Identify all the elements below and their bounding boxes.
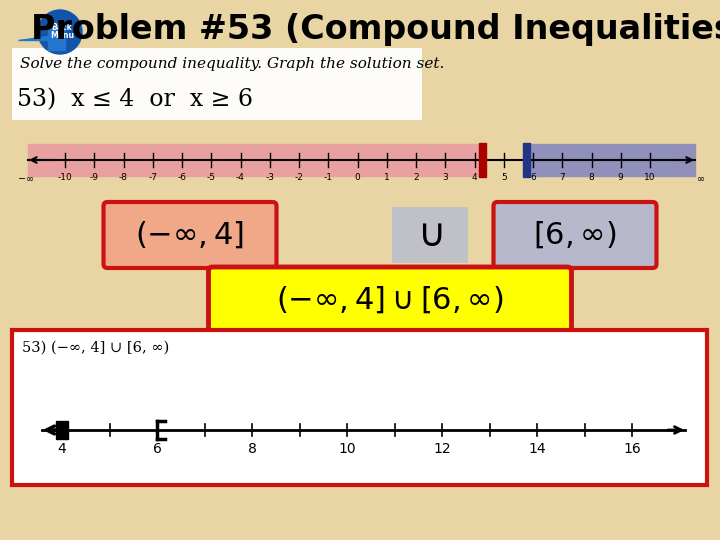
Bar: [479, 143, 485, 177]
Text: 6: 6: [530, 173, 536, 182]
Bar: [12, 330, 707, 485]
Text: 10: 10: [338, 442, 356, 456]
Text: -2: -2: [294, 173, 303, 182]
Text: 53)  x ≤ 4  or  x ≥ 6: 53) x ≤ 4 or x ≥ 6: [17, 89, 253, 111]
Bar: [12, 48, 422, 120]
Text: -6: -6: [178, 173, 186, 182]
Text: 8: 8: [589, 173, 595, 182]
Text: -5: -5: [207, 173, 216, 182]
Text: 9: 9: [618, 173, 624, 182]
Text: -10: -10: [58, 173, 73, 182]
Text: -7: -7: [148, 173, 157, 182]
FancyBboxPatch shape: [104, 202, 276, 268]
Text: $(-\infty, 4] \cup [6, \infty)$: $(-\infty, 4] \cup [6, \infty)$: [276, 285, 504, 315]
Text: 5: 5: [501, 173, 507, 182]
Text: Menu: Menu: [50, 31, 74, 40]
Text: $(-\infty, 4]$: $(-\infty, 4]$: [135, 220, 245, 251]
Text: -4: -4: [236, 173, 245, 182]
Polygon shape: [18, 26, 65, 50]
Bar: [56, 421, 68, 439]
Text: 14: 14: [528, 442, 546, 456]
Text: 8: 8: [248, 442, 256, 456]
Bar: [392, 207, 468, 263]
Text: -3: -3: [265, 173, 274, 182]
Text: 3: 3: [442, 173, 448, 182]
Bar: [528, 144, 695, 176]
Circle shape: [38, 10, 82, 54]
Text: 12: 12: [433, 442, 451, 456]
Text: 4: 4: [58, 442, 66, 456]
Text: 4: 4: [472, 173, 477, 182]
Bar: [523, 143, 530, 177]
Text: -9: -9: [90, 173, 99, 182]
Bar: [28, 144, 482, 176]
Text: $\infty$: $\infty$: [696, 173, 704, 183]
Text: $[6, \infty)$: $[6, \infty)$: [534, 220, 617, 251]
Text: 2: 2: [413, 173, 419, 182]
Text: Problem #53 (Compound Inequalities): Problem #53 (Compound Inequalities): [31, 14, 720, 46]
Text: -8: -8: [119, 173, 128, 182]
Text: 10: 10: [644, 173, 656, 182]
Text: -1: -1: [324, 173, 333, 182]
Text: 7: 7: [559, 173, 565, 182]
Text: 0: 0: [355, 173, 361, 182]
Text: Back: Back: [52, 24, 73, 32]
Text: $\cup$: $\cup$: [418, 216, 443, 254]
Text: 16: 16: [624, 442, 642, 456]
Text: $-\infty$: $-\infty$: [17, 173, 35, 183]
FancyBboxPatch shape: [493, 202, 657, 268]
Text: 1: 1: [384, 173, 390, 182]
Text: 6: 6: [153, 442, 161, 456]
Text: Solve the compound inequality. Graph the solution set.: Solve the compound inequality. Graph the…: [20, 57, 444, 71]
Text: 53) (−∞, 4] ∪ [6, ∞): 53) (−∞, 4] ∪ [6, ∞): [22, 341, 169, 355]
FancyBboxPatch shape: [209, 267, 572, 333]
